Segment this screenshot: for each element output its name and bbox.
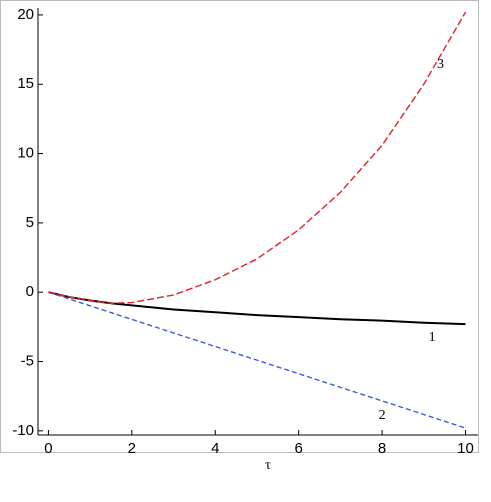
x-tick-label: 0 — [44, 440, 52, 457]
curve-label: 2 — [379, 408, 386, 423]
y-tick-label: -5 — [21, 352, 34, 369]
curve — [48, 291, 466, 326]
x-tick-label: 8 — [378, 440, 386, 457]
x-tick-label: 4 — [211, 440, 219, 457]
y-tick-label: -10 — [12, 422, 34, 439]
curve-label: 1 — [429, 330, 436, 345]
y-tick-label: 20 — [17, 6, 34, 23]
frame — [0, 0, 479, 453]
x-axis-label: τ — [265, 458, 271, 473]
x-tick-label: 2 — [128, 440, 136, 457]
curve-label: 3 — [437, 57, 444, 72]
y-tick-label: 15 — [17, 75, 34, 92]
y-tick-label: 10 — [17, 145, 34, 162]
y-tick-label: 0 — [26, 283, 34, 300]
curve — [48, 291, 466, 429]
x-tick-label: 6 — [294, 440, 302, 457]
x-tick-label: 10 — [457, 440, 474, 457]
curve — [48, 11, 467, 304]
y-tick-label: 5 — [26, 214, 34, 231]
